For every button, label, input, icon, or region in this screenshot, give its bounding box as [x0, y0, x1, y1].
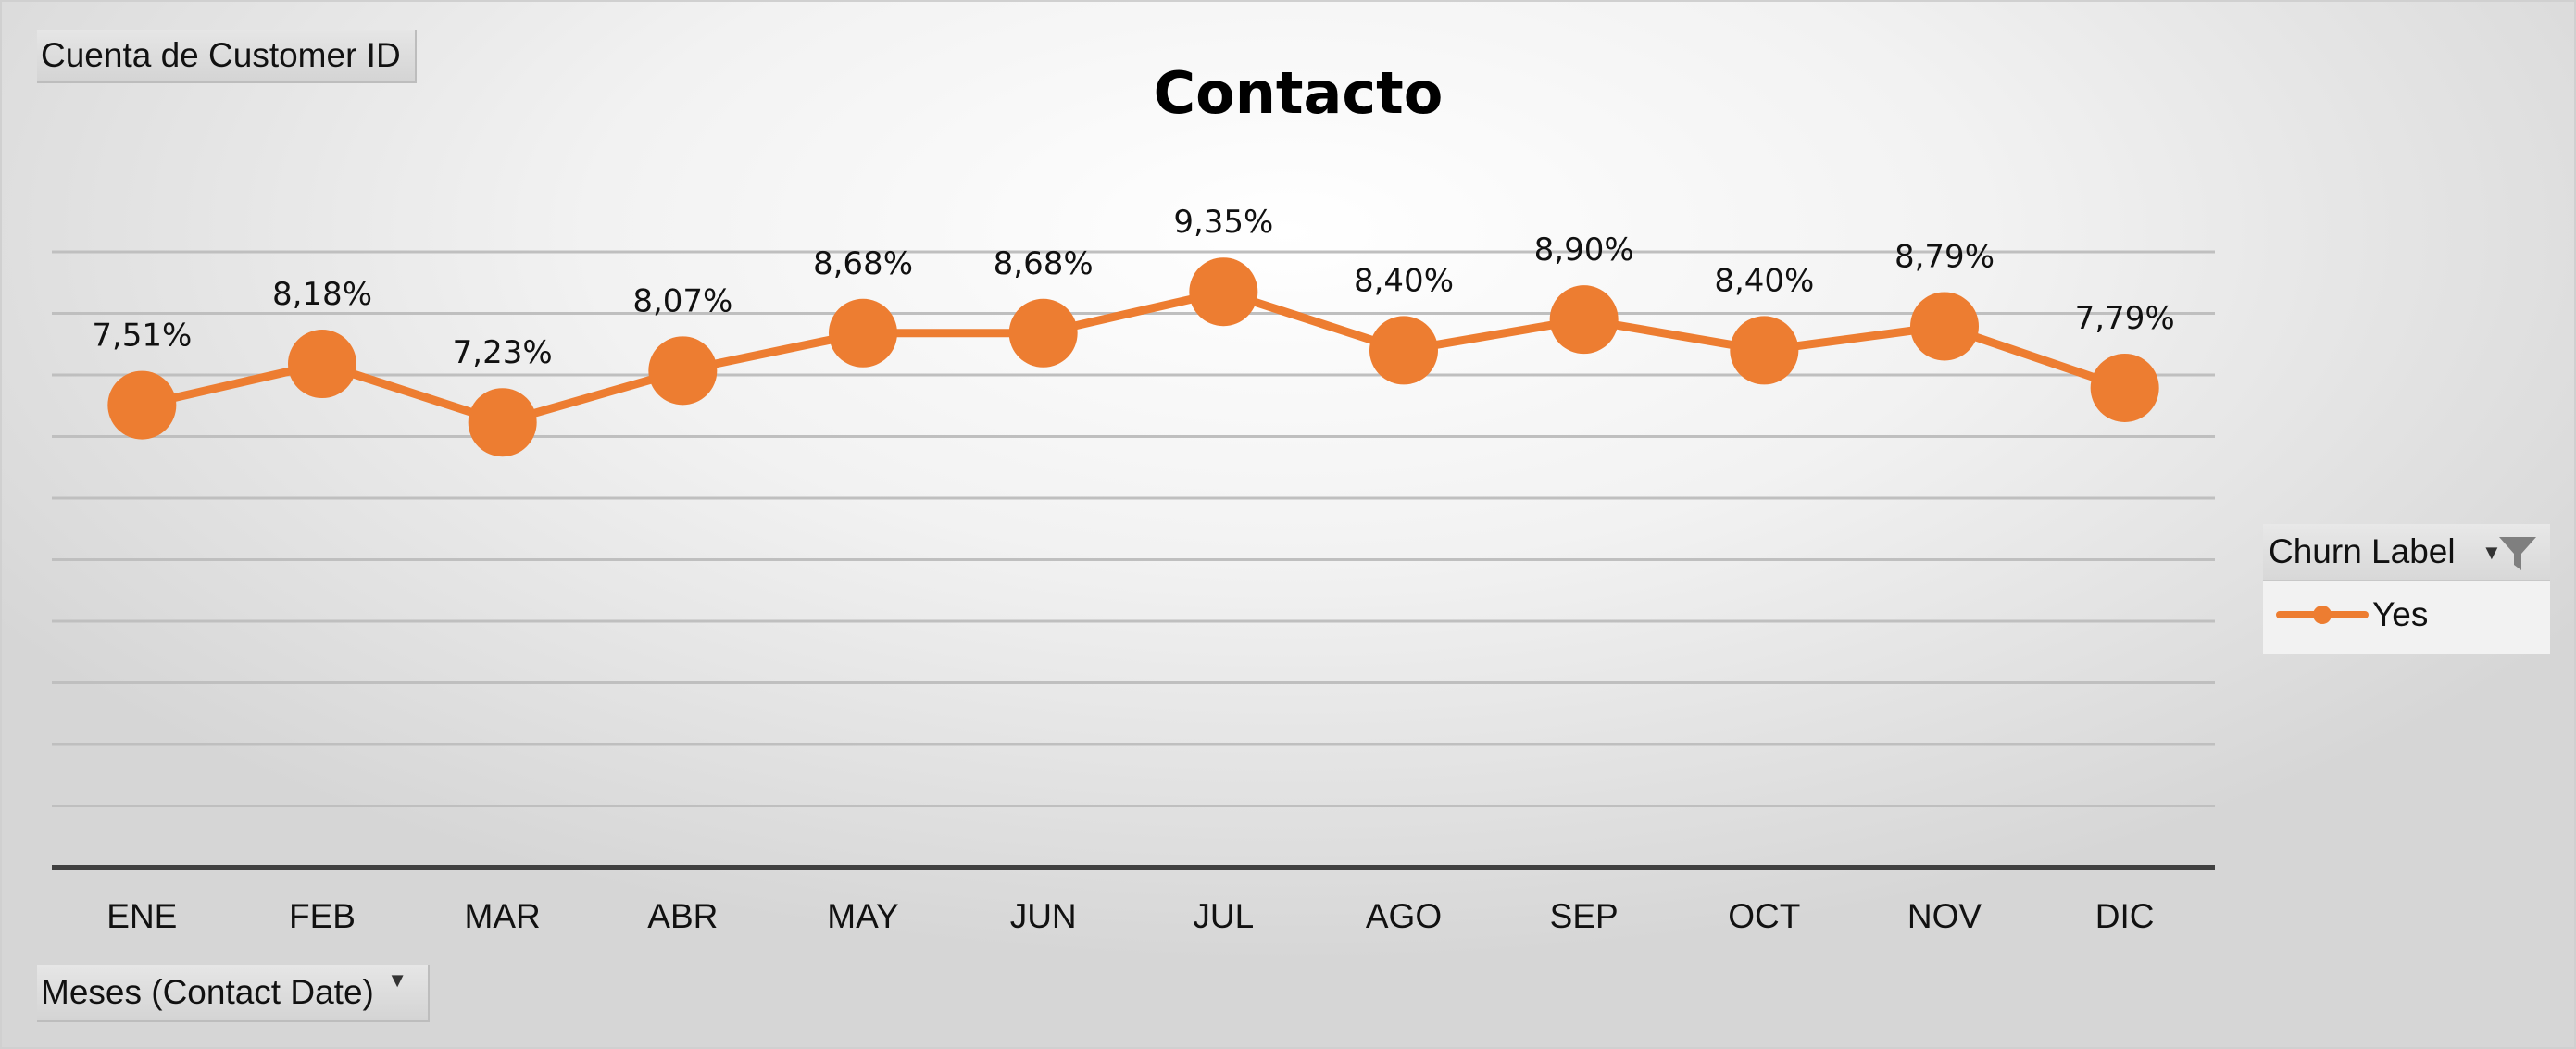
- filter-icon[interactable]: [2496, 533, 2539, 574]
- data-point[interactable]: [648, 336, 718, 406]
- value-field-label: Cuenta de Customer ID: [41, 36, 401, 74]
- dropdown-arrow-icon[interactable]: ▼: [387, 968, 407, 992]
- data-point[interactable]: [107, 370, 177, 440]
- data-point[interactable]: [1549, 285, 1619, 355]
- series-line: [141, 287, 2127, 427]
- legend: Churn Label ▼ Yes: [2263, 524, 2550, 654]
- data-label: 8,18%: [272, 276, 372, 313]
- data-label: 7,51%: [92, 318, 192, 355]
- x-tick-label: FEB: [289, 897, 356, 935]
- data-point[interactable]: [1730, 316, 1799, 385]
- data-label: 7,79%: [2075, 300, 2175, 337]
- x-axis: ENE FEB MAR ABR MAY JUN JUL AGO SEP OCT NOV DIC: [52, 865, 2215, 935]
- x-tick-label: ABR: [647, 897, 718, 935]
- data-labels: 7,51% 8,18% 7,23% 8,07% 8,68% 8,68% 9,35% 8,40%…: [92, 204, 2174, 371]
- x-tick-label: ENE: [106, 897, 177, 935]
- data-label: 9,35%: [1173, 204, 1273, 241]
- legend-entry-label: Yes: [2372, 595, 2429, 633]
- data-point[interactable]: [1008, 298, 1078, 368]
- x-tick-label: SEP: [1550, 897, 1619, 935]
- legend-entry-yes[interactable]: Yes: [2276, 589, 2428, 641]
- data-point[interactable]: [829, 298, 897, 368]
- x-tick-label: JUN: [1010, 897, 1077, 935]
- x-tick-label: OCT: [1728, 897, 1800, 935]
- x-tick-label: MAY: [827, 897, 898, 935]
- legend-field-label: Churn Label: [2269, 532, 2456, 570]
- axis-field-button[interactable]: Meses (Contact Date) ▼: [37, 965, 430, 1022]
- x-tick-label: AGO: [1366, 897, 1442, 935]
- data-label: 8,07%: [632, 282, 732, 319]
- data-label: 7,23%: [453, 334, 553, 371]
- data-label: 8,68%: [813, 245, 913, 282]
- data-point[interactable]: [1189, 257, 1258, 327]
- dropdown-arrow-icon[interactable]: ▼: [2482, 541, 2502, 564]
- data-point[interactable]: [468, 388, 537, 457]
- data-label: 8,79%: [1894, 238, 1995, 275]
- data-label: 8,90%: [1534, 231, 1634, 268]
- legend-swatch-marker: [2313, 606, 2332, 624]
- data-point[interactable]: [2090, 353, 2159, 422]
- axis-field-label: Meses (Contact Date): [41, 973, 374, 1011]
- x-tick-label: MAR: [465, 897, 541, 935]
- legend-field-button[interactable]: Churn Label ▼: [2263, 524, 2550, 581]
- data-point[interactable]: [1369, 316, 1438, 385]
- data-label: 8,40%: [1354, 262, 1454, 299]
- x-tick-label: DIC: [2095, 897, 2155, 935]
- data-point[interactable]: [1910, 292, 1979, 361]
- chart-title: Contacto: [1153, 59, 1444, 127]
- series-yes: [107, 257, 2159, 457]
- data-label: 8,40%: [1714, 262, 1814, 299]
- x-tick-label: JUL: [1193, 897, 1254, 935]
- data-point[interactable]: [288, 330, 356, 399]
- x-tick-label: NOV: [1907, 897, 1982, 935]
- data-label: 8,68%: [994, 245, 1094, 282]
- value-field-button[interactable]: Cuenta de Customer ID: [37, 30, 417, 83]
- legend-line-marker-icon: [2276, 606, 2369, 624]
